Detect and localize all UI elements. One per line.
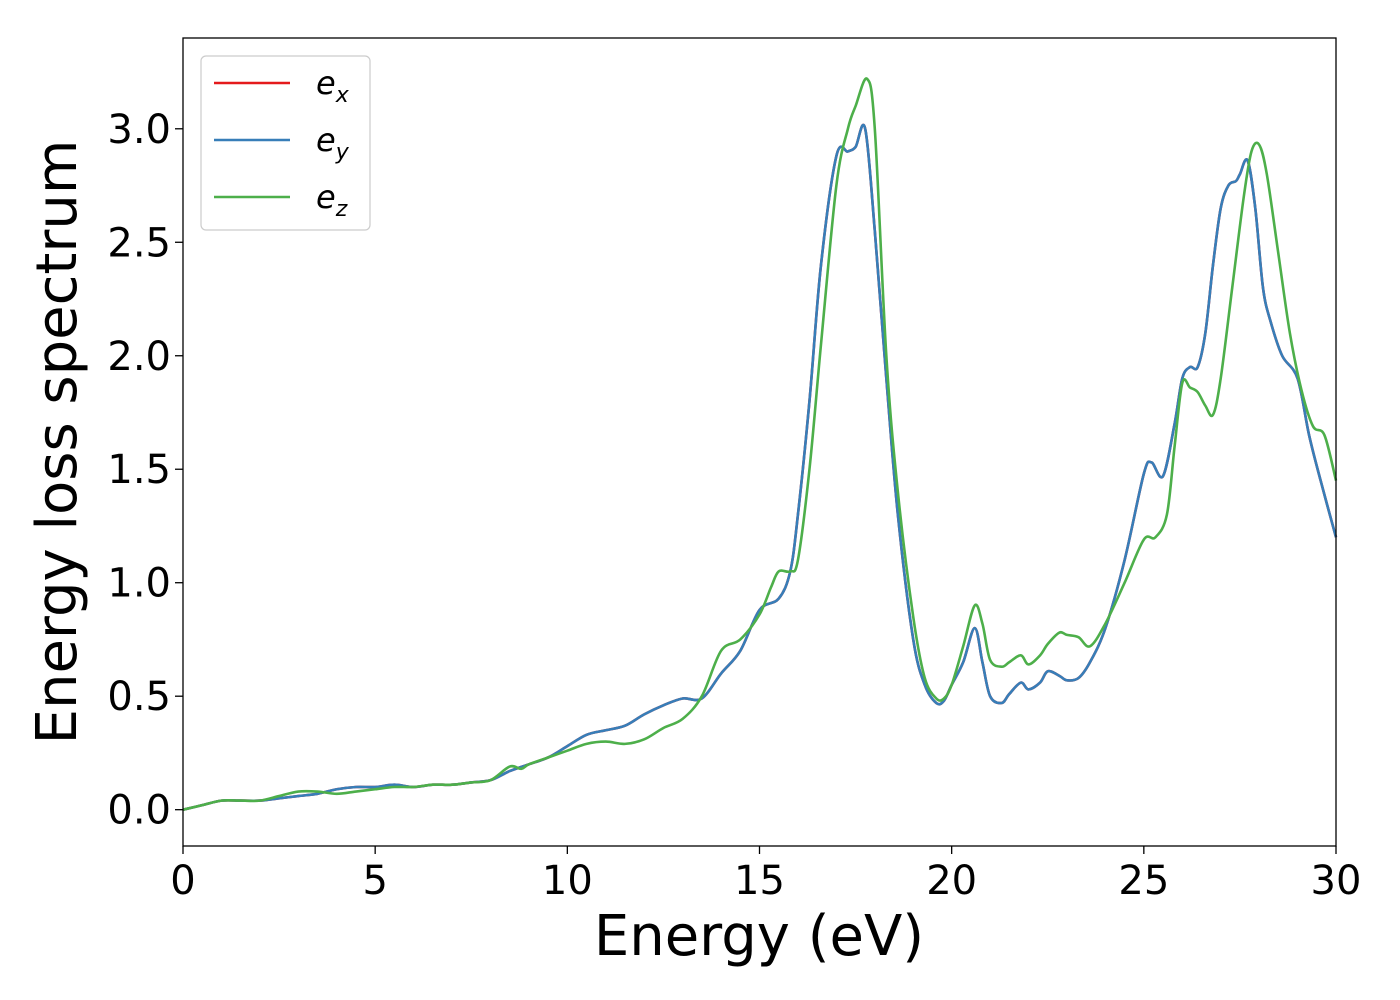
legend-label-x: ex: [316, 64, 350, 108]
x-tick-label: 10: [542, 858, 593, 904]
legend-label-y: ey: [316, 121, 350, 165]
y-tick-label: 3.0: [107, 107, 171, 153]
y-axis: 0.0 0.5 1.0 1.5 2.0 2.5 3.0: [107, 107, 183, 834]
x-axis-label: Energy (eV): [594, 904, 924, 969]
legend-box: [200, 55, 371, 231]
series-line-z: [182, 77, 1338, 811]
x-tick-label: 15: [734, 858, 785, 904]
series-layer: [182, 77, 1338, 811]
x-tick-label: 20: [926, 858, 977, 904]
y-axis-label: Energy loss spectrum: [25, 140, 90, 745]
y-tick-label: 0.0: [107, 788, 171, 834]
x-tick-label: 0: [170, 858, 195, 904]
x-tick-label: 5: [362, 858, 387, 904]
x-axis: 0 5 10 15 20 25 30: [170, 846, 1361, 904]
legend-label-z: ez: [316, 178, 348, 222]
y-tick-label: 2.0: [107, 334, 171, 380]
legend: ex ey ez: [200, 55, 371, 231]
x-tick-label: 30: [1311, 858, 1362, 904]
y-tick-label: 2.5: [107, 220, 171, 266]
x-tick-label: 25: [1118, 858, 1169, 904]
y-tick-label: 1.0: [107, 561, 171, 607]
y-tick-label: 1.5: [107, 447, 171, 493]
y-tick-label: 0.5: [107, 674, 171, 720]
